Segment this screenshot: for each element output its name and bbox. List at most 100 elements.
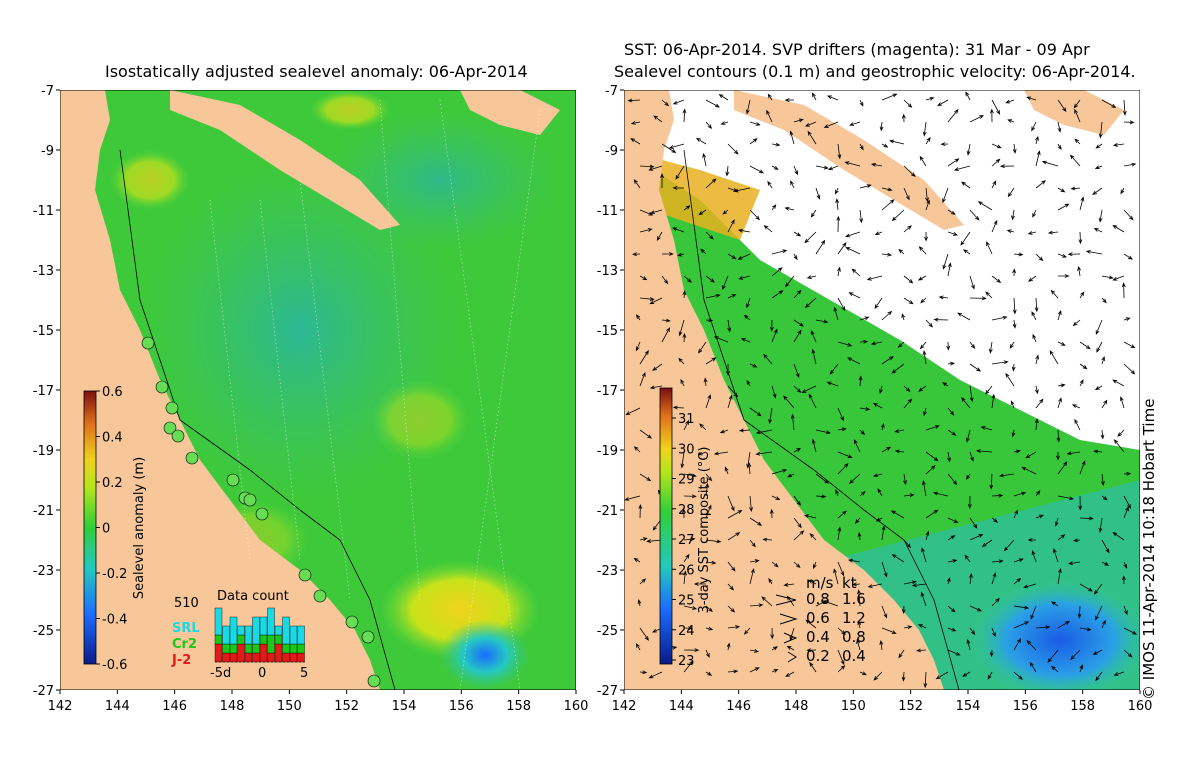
lon-tick-label: 152 bbox=[334, 699, 359, 714]
velocity-arrow bbox=[880, 422, 885, 431]
velocity-arrow bbox=[700, 248, 707, 255]
velocity-arrow bbox=[947, 451, 951, 463]
velocity-arrow bbox=[1079, 341, 1091, 350]
velocity-arrow bbox=[705, 394, 712, 409]
velocity-arrow bbox=[1067, 252, 1081, 257]
velocity-arrow bbox=[1026, 96, 1037, 101]
velocity-arrow bbox=[639, 429, 653, 439]
velocity-arrow bbox=[771, 385, 777, 399]
velocity-arrow bbox=[1079, 627, 1092, 632]
velocity-arrow bbox=[953, 165, 971, 171]
velocity-arrow bbox=[646, 539, 663, 544]
velocity-arrow bbox=[980, 426, 993, 431]
velocity-arrow bbox=[969, 517, 978, 529]
velocity-arrow bbox=[837, 427, 847, 432]
vel-header-ms: m/s bbox=[806, 574, 834, 592]
velocity-arrow bbox=[727, 219, 735, 233]
velocity-arrow bbox=[639, 627, 649, 641]
data-count-bar-j2 bbox=[237, 643, 245, 663]
velocity-arrow bbox=[1123, 363, 1136, 375]
velocity-arrow bbox=[804, 297, 817, 308]
velocity-arrow bbox=[705, 473, 713, 482]
velocity-arrow bbox=[881, 356, 894, 365]
velocity-arrow bbox=[1041, 160, 1059, 167]
velocity-arrow bbox=[1013, 605, 1030, 610]
velocity-arrow bbox=[1027, 538, 1037, 542]
data-count-bar-srl bbox=[229, 616, 238, 645]
velocity-arrow bbox=[683, 660, 694, 673]
velocity-arrow bbox=[903, 625, 913, 630]
velocity-arrow bbox=[1121, 575, 1126, 585]
velocity-arrow bbox=[1101, 495, 1108, 501]
velocity-arrow bbox=[881, 199, 895, 211]
velocity-arrow bbox=[903, 275, 914, 284]
velocity-arrow bbox=[963, 249, 971, 255]
velocity-arrow bbox=[1098, 121, 1103, 139]
velocity-arrow bbox=[1068, 561, 1081, 566]
lat-tick-label: -17 bbox=[33, 384, 54, 399]
blue-low-anomaly bbox=[440, 620, 530, 690]
lon-tick-label: 150 bbox=[277, 699, 302, 714]
velocity-arrow bbox=[1101, 99, 1117, 108]
lat-tick-label: -15 bbox=[33, 324, 54, 339]
data-count-bar-cr2 bbox=[229, 643, 238, 654]
velocity-arrow bbox=[768, 577, 773, 585]
velocity-arrow bbox=[847, 357, 861, 365]
velocity-arrow bbox=[1079, 196, 1085, 211]
velocity-arrow bbox=[1013, 621, 1030, 629]
velocity-arrow bbox=[1122, 99, 1127, 116]
velocity-arrow bbox=[656, 231, 663, 241]
velocity-arrow bbox=[1012, 143, 1017, 154]
velocity-arrow bbox=[793, 561, 801, 569]
velocity-arrow bbox=[1013, 491, 1027, 497]
velocity-arrow bbox=[835, 198, 840, 211]
velocity-arrow bbox=[922, 350, 927, 365]
velocity-arrow bbox=[903, 297, 914, 305]
velocity-arrow bbox=[891, 363, 905, 374]
velocity-arrow bbox=[785, 671, 795, 677]
velocity-arrow bbox=[1100, 429, 1105, 440]
velocity-arrow bbox=[705, 626, 714, 631]
velocity-arrow bbox=[903, 493, 915, 498]
velocity-arrow bbox=[837, 451, 853, 458]
velocity-arrow bbox=[903, 165, 916, 177]
velocity-arrow bbox=[935, 671, 949, 680]
velocity-arrow bbox=[713, 451, 729, 456]
velocity-arrow bbox=[822, 600, 839, 607]
velocity-scale-arrow bbox=[779, 613, 798, 625]
velocity-arrow bbox=[947, 535, 956, 541]
velocity-arrow bbox=[1101, 619, 1106, 629]
velocity-arrow bbox=[991, 219, 998, 233]
velocity-arrow bbox=[859, 407, 871, 411]
velocity-arrow bbox=[924, 231, 928, 242]
velocity-arrow bbox=[770, 627, 775, 640]
velocity-arrow bbox=[793, 530, 805, 541]
velocity-arrow bbox=[1057, 397, 1062, 409]
velocity-ms-value: 0.2 bbox=[806, 647, 830, 665]
velocity-arrow bbox=[705, 99, 720, 108]
velocity-arrow bbox=[771, 495, 781, 500]
velocity-arrow bbox=[967, 495, 972, 509]
velocity-arrow bbox=[848, 473, 861, 485]
velocity-arrow bbox=[1092, 187, 1103, 196]
velocity-arrow bbox=[1077, 265, 1082, 277]
velocity-arrow bbox=[639, 228, 653, 233]
velocity-arrow bbox=[705, 560, 717, 565]
data-count-bar-j2 bbox=[259, 643, 268, 663]
lon-tick-label: 142 bbox=[48, 699, 73, 714]
velocity-arrow bbox=[867, 583, 883, 588]
velocity-arrow bbox=[1057, 534, 1066, 541]
velocity-arrow bbox=[879, 121, 884, 132]
velocity-arrow bbox=[738, 428, 751, 433]
velocity-arrow bbox=[881, 310, 893, 321]
velocity-arrow bbox=[683, 494, 697, 499]
velocity-arrow bbox=[903, 225, 912, 233]
velocity-arrow bbox=[624, 495, 641, 501]
velocity-arrow bbox=[937, 99, 949, 107]
velocity-scale-arrow bbox=[787, 651, 797, 663]
velocity-arrow bbox=[727, 532, 741, 541]
velocity-arrow bbox=[648, 671, 663, 679]
velocity-arrow bbox=[1031, 311, 1037, 321]
velocity-arrow bbox=[965, 473, 971, 480]
